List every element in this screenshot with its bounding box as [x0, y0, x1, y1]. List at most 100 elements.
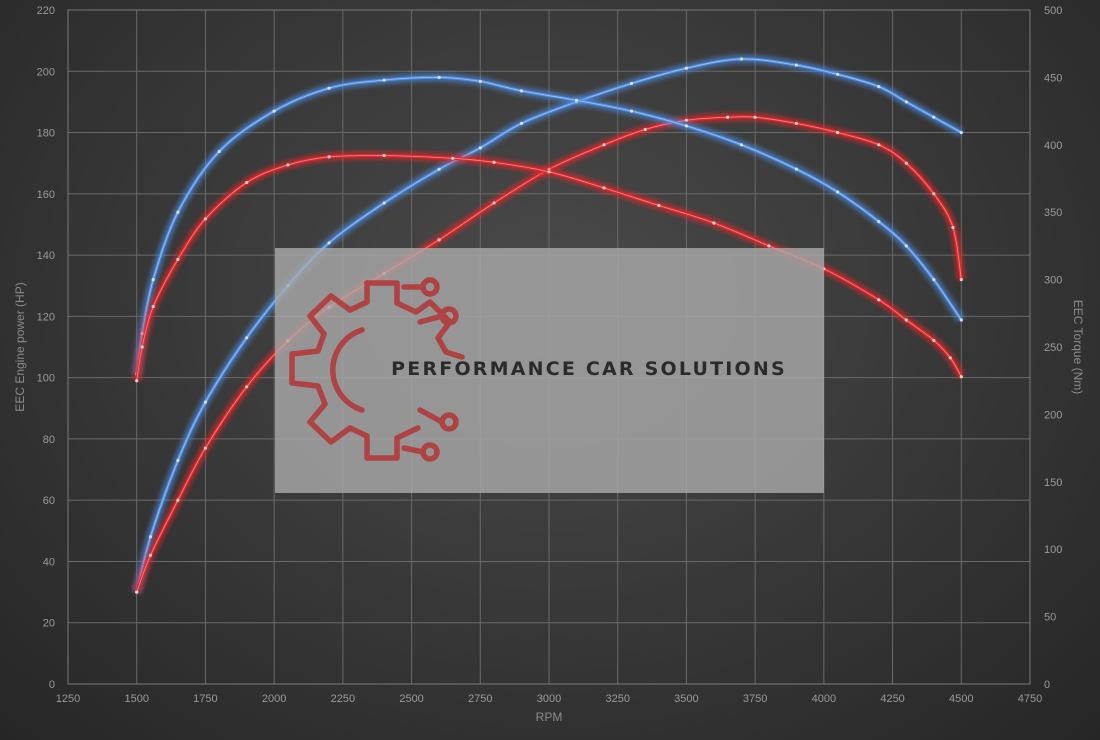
x-tick-label: 3250: [605, 693, 629, 705]
data-point: [519, 121, 524, 125]
data-point: [904, 318, 908, 322]
grid-lines: [67, 9, 1031, 685]
data-point: [437, 75, 441, 79]
x-tick-label: 3750: [743, 693, 767, 705]
data-point: [959, 130, 963, 135]
y-right-axis-title: EEC Torque (Nm): [1071, 300, 1085, 394]
x-tick-label: 2750: [468, 693, 492, 705]
gear-circuit-logo-icon: [289, 277, 465, 462]
x-axis-title: RPM: [536, 710, 563, 724]
data-point: [932, 278, 936, 282]
y-left-tick-label: 140: [37, 250, 55, 262]
data-point: [203, 446, 207, 450]
series-highlight: [136, 116, 962, 593]
y-right-tick-label: 100: [1044, 544, 1062, 556]
data-point: [478, 146, 482, 150]
x-tick-label: 1500: [124, 693, 148, 705]
series-highlight: [136, 155, 962, 381]
data-point: [272, 109, 276, 113]
y-left-tick-label: 180: [37, 128, 55, 140]
data-point: [382, 201, 386, 205]
y-left-tick-label: 40: [43, 556, 55, 568]
data-point: [836, 190, 840, 194]
data-point: [932, 192, 936, 196]
data-point: [203, 400, 207, 404]
series-3-right-axis: [132, 72, 966, 376]
y-right-tick-label: 500: [1044, 5, 1062, 17]
x-tick-label: 1750: [193, 693, 217, 705]
x-tick-label: 3500: [674, 693, 698, 705]
data-point: [245, 180, 249, 185]
data-point: [794, 63, 799, 67]
series-line: [135, 115, 963, 594]
data-point: [148, 535, 153, 539]
data-point: [602, 186, 606, 190]
data-point: [151, 305, 155, 309]
data-point: [176, 257, 180, 261]
data-point: [877, 220, 881, 224]
data-point: [684, 124, 689, 128]
data-point: [877, 85, 881, 89]
series-line: [135, 154, 963, 383]
y-left-tick-label: 100: [37, 373, 55, 385]
x-tick-label: 4750: [1018, 693, 1042, 705]
data-point: [135, 590, 139, 594]
y-right-tick-label: 150: [1044, 477, 1062, 489]
x-tick-label: 4000: [812, 693, 836, 705]
data-point: [951, 225, 955, 230]
y-left-tick-label: 60: [43, 495, 55, 507]
series-highlight: [136, 58, 962, 593]
y-right-tick-label: 0: [1044, 679, 1050, 691]
data-point: [148, 553, 153, 557]
data-point: [492, 160, 496, 164]
data-point: [492, 201, 496, 205]
series-2-left-axis: [132, 112, 966, 594]
data-point: [176, 498, 180, 502]
data-point: [245, 336, 249, 340]
data-point: [643, 127, 647, 132]
y-right-tick-label: 200: [1044, 409, 1062, 421]
data-point: [245, 385, 249, 389]
y-left-tick-label: 220: [37, 5, 55, 17]
y-left-tick-label: 80: [43, 434, 55, 446]
y-right-tick-labels: 0 50 100 150 200 250 300 350 400 450 500: [1044, 5, 1062, 691]
data-point: [904, 161, 908, 165]
data-point: [794, 167, 799, 171]
data-point: [753, 115, 757, 119]
data-point: [519, 89, 524, 93]
data-point: [327, 241, 331, 245]
y-right-tick-label: 300: [1044, 275, 1062, 287]
x-tick-label: 2500: [399, 693, 423, 705]
data-point: [712, 221, 716, 225]
data-point: [217, 149, 221, 154]
data-point: [657, 203, 661, 208]
data-point: [151, 278, 155, 282]
data-point: [547, 170, 551, 174]
data-point: [602, 143, 606, 147]
watermark-text: PERFORMANCE CAR SOLUTIONS: [391, 358, 787, 380]
data-point: [684, 66, 689, 70]
data-point: [176, 458, 180, 462]
data-point: [959, 375, 963, 379]
watermark: PERFORMANCE CAR SOLUTIONS: [275, 248, 824, 493]
y-right-tick-label: 50: [1044, 612, 1056, 624]
data-point: [959, 318, 963, 322]
data-point: [932, 338, 936, 342]
x-tick-label: 4500: [949, 693, 973, 705]
y-left-tick-label: 20: [43, 618, 55, 630]
data-point: [135, 379, 139, 383]
plot-frame: [67, 9, 1031, 685]
data-point: [327, 155, 331, 159]
data-point: [382, 154, 386, 158]
y-right-tick-label: 250: [1044, 342, 1062, 354]
data-point: [904, 100, 908, 104]
data-point: [286, 163, 290, 167]
x-tick-label: 1250: [56, 693, 80, 705]
y-left-tick-label: 160: [37, 189, 55, 201]
y-right-tick-label: 350: [1044, 207, 1062, 219]
data-point: [739, 57, 744, 61]
data-point: [140, 345, 144, 349]
data-point: [836, 72, 840, 76]
y-left-tick-label: 0: [49, 679, 55, 691]
